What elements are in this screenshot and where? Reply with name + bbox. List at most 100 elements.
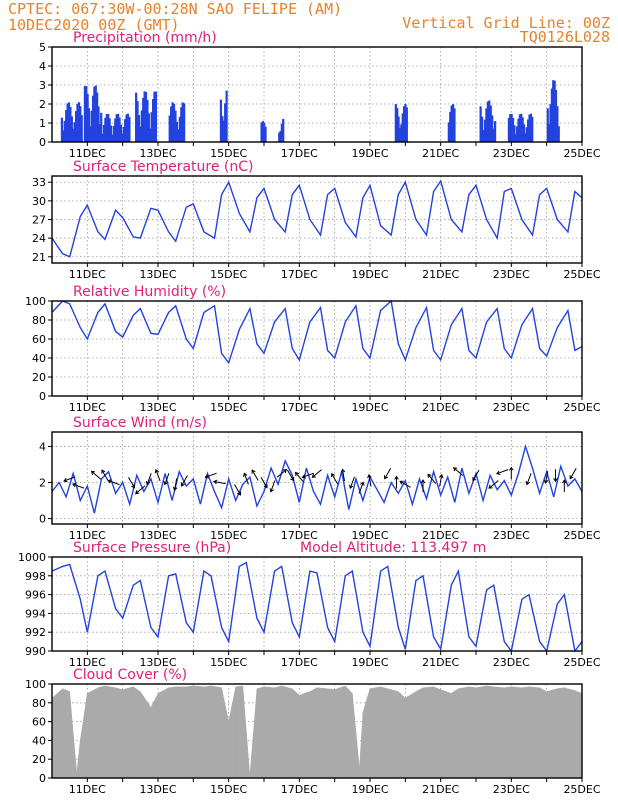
precip-bar xyxy=(546,108,549,142)
wind-arrow xyxy=(525,473,532,486)
precip-bar xyxy=(105,113,108,142)
precipitation-ytick-label: 3 xyxy=(39,79,46,92)
precip-bar xyxy=(514,134,517,142)
cloud-cover-segment xyxy=(133,686,141,779)
wind-line xyxy=(51,443,583,514)
precip-bar xyxy=(524,133,527,142)
pressure-line xyxy=(51,561,583,653)
precip-bar xyxy=(111,134,114,142)
cloud-cover-xtick-label: 13DEC xyxy=(139,783,176,796)
precip-bar xyxy=(65,110,68,142)
cloud-cover-segment xyxy=(104,685,116,779)
precip-bar xyxy=(118,117,121,142)
cloud-cover-segment xyxy=(299,691,311,779)
wind-panel: 0 2 4 11DEC 13DEC 15DEC 17DEC 19DEC 21DEC 23DEC 25… xyxy=(39,415,601,542)
precip-bar xyxy=(101,133,104,142)
pressure-xtick-label: 23DEC xyxy=(493,656,530,669)
precip-bar xyxy=(174,110,177,142)
humidity-xtick-label: 19DEC xyxy=(351,401,388,414)
pressure-xtick-label: 13DEC xyxy=(139,656,176,669)
cloud-cover-segment xyxy=(546,688,558,779)
cloud-cover-segment xyxy=(115,687,123,779)
precip-bar xyxy=(219,99,223,142)
cloud-cover-segment xyxy=(475,685,487,779)
cloud-cover-segment xyxy=(433,686,441,779)
precip-bar xyxy=(149,128,152,142)
wind-arrow xyxy=(134,485,146,495)
temperature-xtick-label: 23DEC xyxy=(493,268,530,281)
wind-xtick-label: 17DEC xyxy=(281,529,318,542)
precip-bar xyxy=(63,120,66,142)
precip-bar xyxy=(525,127,528,142)
precip-bar xyxy=(394,104,397,142)
wind-arrow xyxy=(301,472,314,479)
wind-arrow xyxy=(145,473,152,486)
precip-bar xyxy=(121,133,124,142)
cloud-cover-segment xyxy=(369,686,381,779)
precipitation-xtick-label: 17DEC xyxy=(281,147,318,160)
cloud-cover-segment xyxy=(62,688,70,779)
wind-arrow xyxy=(287,469,295,482)
wind-arrow xyxy=(251,469,259,481)
vertical-grid-note: Vertical Grid Line: 00Z xyxy=(402,14,610,32)
wind-arrow xyxy=(101,469,109,481)
cloud-cover-segment xyxy=(405,691,417,779)
wind-arrow xyxy=(562,479,567,493)
temperature-xtick-label: 15DEC xyxy=(210,268,247,281)
precip-bar xyxy=(556,106,559,142)
cloud-cover-segment xyxy=(228,686,236,779)
cloud-cover-segment xyxy=(80,693,88,779)
precip-bar xyxy=(553,80,556,142)
wind-arrow xyxy=(553,469,558,483)
temperature-xtick-label: 19DEC xyxy=(351,268,388,281)
precip-bar xyxy=(485,108,488,142)
cloud-cover-xtick-label: 17DEC xyxy=(281,783,318,796)
wind-arrow xyxy=(420,479,426,493)
wind-arrow xyxy=(472,469,480,482)
pressure-xtick-label: 19DEC xyxy=(351,656,388,669)
humidity-line xyxy=(51,299,583,365)
precip-bar xyxy=(91,95,95,142)
cloud-cover-segment xyxy=(334,685,346,779)
pressure-frame xyxy=(51,556,583,652)
wind-xtick-label: 23DEC xyxy=(493,529,530,542)
precip-bar xyxy=(74,111,78,142)
cloud-cover-segment xyxy=(235,685,244,779)
temperature-ytick-label: 21 xyxy=(32,251,46,264)
meteogram-header: CPTEC: 067:30W-00:28N SAO FELIPE (AM) 10… xyxy=(8,0,610,46)
wind-arrow xyxy=(154,468,161,482)
precip-bar xyxy=(154,91,158,142)
precip-bar xyxy=(171,102,174,142)
cloud-cover-xtick-label: 11DEC xyxy=(69,783,106,796)
cloud-cover-segment xyxy=(511,686,523,779)
humidity-ytick-label: 20 xyxy=(32,371,46,384)
precipitation-frame xyxy=(51,46,583,143)
humidity-ytick-label: 0 xyxy=(39,390,46,403)
cloud-cover-segment xyxy=(468,686,477,779)
cloud-cover-segment xyxy=(493,686,505,779)
precip-bar xyxy=(102,124,106,142)
precip-bar xyxy=(97,106,100,142)
cloud-cover-segment xyxy=(186,685,194,779)
precip-bar xyxy=(124,119,127,142)
cloud-cover-ytick-label: 60 xyxy=(32,716,46,729)
precip-bar xyxy=(397,116,400,142)
cloud-cover-segment xyxy=(415,687,424,779)
cloud-cover-xtick-label: 23DEC xyxy=(493,783,530,796)
precip-bar xyxy=(80,115,83,142)
precip-bar xyxy=(139,126,142,142)
wind-arrow xyxy=(269,480,276,493)
pressure-ytick-label: 1000 xyxy=(18,551,46,564)
cloud-cover-ytick-label: 100 xyxy=(25,678,46,691)
cloud-cover-segment xyxy=(539,687,547,779)
wind-arrow xyxy=(384,468,392,480)
humidity-frame xyxy=(51,300,583,397)
cloud-cover-title: Cloud Cover (%) xyxy=(73,667,187,683)
precip-bar xyxy=(104,117,107,142)
pressure-ytick-label: 998 xyxy=(25,570,46,583)
precipitation-xtick-label: 13DEC xyxy=(139,147,176,160)
cloud-cover-segment xyxy=(249,688,258,779)
precip-bar xyxy=(557,126,560,142)
wind-arrow xyxy=(260,477,268,489)
temperature-xtick-label: 11DEC xyxy=(69,268,106,281)
